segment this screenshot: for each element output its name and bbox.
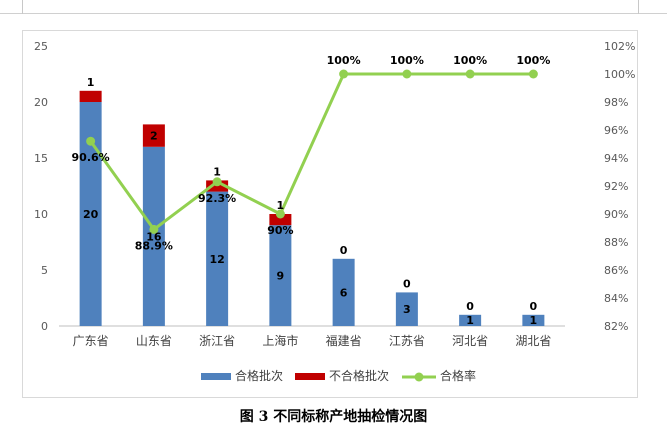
y-right-tick-label: 96% — [604, 124, 628, 137]
data-label-qualified: 9 — [277, 270, 285, 283]
data-label-unqualified: 2 — [150, 130, 158, 143]
y-right-tick-label: 100% — [604, 68, 635, 81]
legend-label-rate: 合格率 — [440, 368, 476, 383]
x-tick-label: 江苏省 — [389, 334, 425, 348]
data-label-unqualified: 1 — [213, 165, 221, 178]
data-label-qualified: 16 — [146, 230, 162, 243]
y-right-tick-label: 84% — [604, 292, 628, 305]
y-right-tick-label: 90% — [604, 208, 628, 221]
x-tick-label: 湖北省 — [515, 333, 551, 348]
data-label-unqualified: 0 — [466, 300, 474, 313]
data-label-qualified: 1 — [530, 314, 538, 327]
data-label-qualified: 12 — [209, 253, 224, 266]
page-corner-left — [22, 0, 23, 14]
rate-marker — [212, 177, 222, 187]
data-label-qualified: 3 — [403, 303, 411, 316]
y-right-tick-label: 102% — [604, 40, 635, 53]
x-tick-label: 上海市 — [262, 333, 298, 348]
data-label-qualified: 6 — [340, 286, 348, 299]
rate-marker — [339, 69, 349, 79]
chart-frame: 0 5 10 15 20 25 82% 84% 86% 88% 90% 92% 94% 96% 98% 100… — [22, 30, 638, 398]
legend-swatch-rate-marker — [414, 372, 424, 382]
y-right-tick-label: 86% — [604, 264, 628, 277]
legend-swatch-unqualified — [295, 373, 325, 380]
rate-marker — [402, 69, 412, 79]
bar-unqualified — [79, 90, 102, 102]
y-left-tick-label: 0 — [41, 320, 48, 333]
bar-qualified — [395, 292, 418, 326]
data-label-rate: 100% — [516, 54, 550, 67]
data-label-rate: 92.3% — [198, 192, 236, 205]
y-left-tick-label: 15 — [34, 152, 48, 165]
data-label-rate: 88.9% — [135, 239, 173, 252]
data-label-unqualified: 0 — [530, 300, 538, 313]
rate-marker — [528, 69, 538, 79]
bar-unqualified — [142, 124, 165, 147]
y-right-tick-label: 98% — [604, 96, 628, 109]
bar-qualified — [459, 314, 482, 326]
legend-label-qualified: 合格批次 — [235, 368, 283, 383]
y-left-tick-label: 10 — [34, 208, 48, 221]
data-label-unqualified: 1 — [277, 199, 285, 212]
x-tick-label: 河北省 — [452, 334, 488, 348]
bar-qualified — [269, 225, 292, 326]
data-label-qualified: 20 — [83, 208, 99, 221]
data-label-rate: 90.6% — [72, 151, 110, 164]
data-label-rate: 100% — [453, 54, 487, 67]
bar-qualified — [142, 146, 165, 326]
y-right-tick-label: 82% — [604, 320, 628, 333]
y-left-tick-label: 5 — [41, 264, 48, 277]
bar-qualified — [79, 102, 102, 326]
y-right-tick-label: 88% — [604, 236, 628, 249]
rate-marker — [86, 136, 96, 146]
y-right-tick-label: 92% — [604, 180, 628, 193]
legend-label-unqualified: 不合格批次 — [329, 368, 389, 383]
data-label-rate: 100% — [390, 54, 424, 67]
x-tick-label: 浙江省 — [199, 334, 235, 348]
data-label-unqualified: 0 — [340, 244, 348, 257]
rate-marker — [275, 209, 285, 219]
x-tick-label: 广东省 — [73, 334, 109, 348]
y-right-tick-label: 94% — [604, 152, 628, 165]
y-left-tick-label: 20 — [34, 96, 48, 109]
data-label-unqualified: 0 — [403, 277, 411, 290]
x-tick-label: 山东省 — [136, 334, 172, 348]
x-tick-label: 福建省 — [326, 333, 362, 348]
rate-marker — [149, 224, 159, 234]
data-label-qualified: 1 — [466, 314, 474, 327]
legend-swatch-qualified — [201, 373, 231, 380]
bar-qualified — [332, 258, 355, 326]
figure-caption: 图 3 不同标称产地抽检情况图 — [239, 409, 428, 425]
y-left-tick-label: 25 — [34, 40, 48, 53]
page-corner-right — [638, 0, 639, 14]
bar-unqualified — [269, 214, 292, 226]
rate-line — [89, 72, 534, 231]
page-top-border — [0, 13, 667, 14]
data-label-rate: 100% — [327, 54, 361, 67]
bar-qualified — [522, 314, 545, 326]
rate-marker — [465, 69, 475, 79]
data-label-unqualified: 1 — [87, 76, 95, 89]
chart: 051015202582%84%86%88%90%92%94%96%98%100… — [34, 40, 635, 383]
bar-qualified — [206, 191, 229, 326]
data-label-rate: 90% — [267, 224, 293, 237]
